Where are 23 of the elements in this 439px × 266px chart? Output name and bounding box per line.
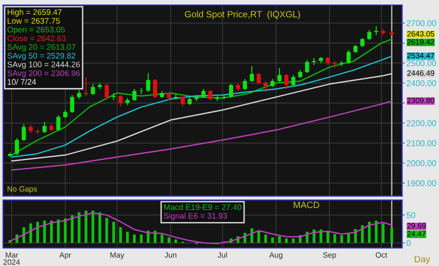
y-tick-label: 2100.00 (406, 140, 436, 146)
text: SAvg 20 = 2613.07 (7, 44, 76, 52)
annotation: 10/ 7/24 (8, 78, 36, 85)
series-label: Signal E6 = 31.93 (164, 212, 227, 220)
y-tick-label: 2000.00 (406, 160, 436, 166)
y-tick-label: 2500.00 (406, 60, 436, 66)
text: Day (414, 256, 430, 264)
text: SAvg 50 = 2529.82 (7, 52, 76, 60)
y-tick-label: 2400.00 (406, 80, 436, 86)
y-tick-label: 50 (406, 212, 416, 218)
text: SAvg 200 = 2306.96 (7, 70, 80, 78)
annotation: High = 2659.47 (8, 9, 62, 17)
text: Gold Spot Price,RT (IQXGL) (184, 10, 300, 20)
y-tick-label: 2700.00 (406, 20, 436, 26)
annotation: Open = 2653.05 (7, 26, 65, 34)
annotation: Low = 2637.75 (8, 18, 60, 24)
y-tick-label: 2200.00 (406, 120, 436, 126)
annotation: Close = 2642.63 (8, 35, 66, 42)
text: SAvg 100 = 2444.26 (7, 62, 80, 69)
y-tick-label: 1900.00 (406, 180, 436, 186)
text: Macd E19-E9 = 27.40 (164, 204, 242, 210)
y-tick-label: 0 (406, 240, 411, 246)
chart-title: MACD (294, 202, 320, 208)
